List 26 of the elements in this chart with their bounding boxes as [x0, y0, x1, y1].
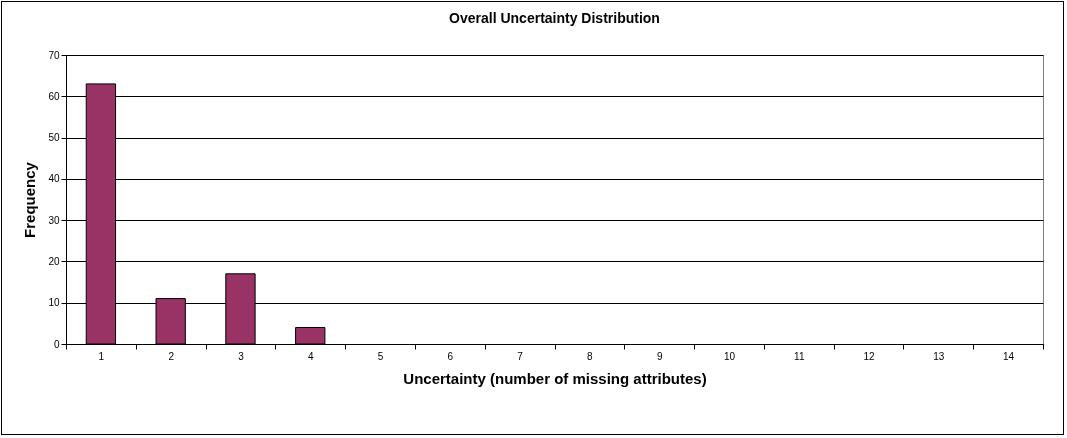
- x-tick-label: 3: [238, 350, 245, 362]
- x-tick-label: 5: [377, 350, 384, 362]
- x-tick-label: 12: [863, 350, 876, 362]
- x-tick-label: 4: [307, 350, 314, 362]
- y-tick-label: 30: [48, 214, 60, 226]
- x-tick-label: 10: [723, 350, 736, 362]
- y-tick-label: 10: [48, 297, 60, 309]
- x-tick-label: 14: [1003, 350, 1015, 362]
- x-tick-label: 1: [98, 350, 105, 362]
- x-tick-label: 13: [933, 350, 945, 362]
- x-tick-label: 7: [517, 350, 524, 362]
- y-tick-label: 40: [48, 173, 60, 185]
- x-axis-title: Uncertainty (number of missing attributes): [403, 369, 707, 387]
- chart-title: Overall Uncertainty Distribution: [449, 10, 660, 26]
- x-tick-label: 2: [168, 350, 175, 362]
- x-tick-label: 11: [794, 350, 805, 362]
- x-tick-label: 8: [587, 350, 594, 362]
- y-tick-label: 70: [48, 49, 60, 61]
- bar: [295, 326, 326, 345]
- y-axis-title: Frequency: [21, 161, 39, 238]
- x-tick-label: 9: [656, 350, 663, 362]
- y-tick-label: 0: [53, 338, 60, 350]
- y-tick-label: 20: [48, 255, 60, 267]
- y-tick-label: 50: [48, 132, 60, 144]
- x-tick-label: 6: [447, 350, 454, 362]
- y-tick-label: 60: [48, 90, 60, 102]
